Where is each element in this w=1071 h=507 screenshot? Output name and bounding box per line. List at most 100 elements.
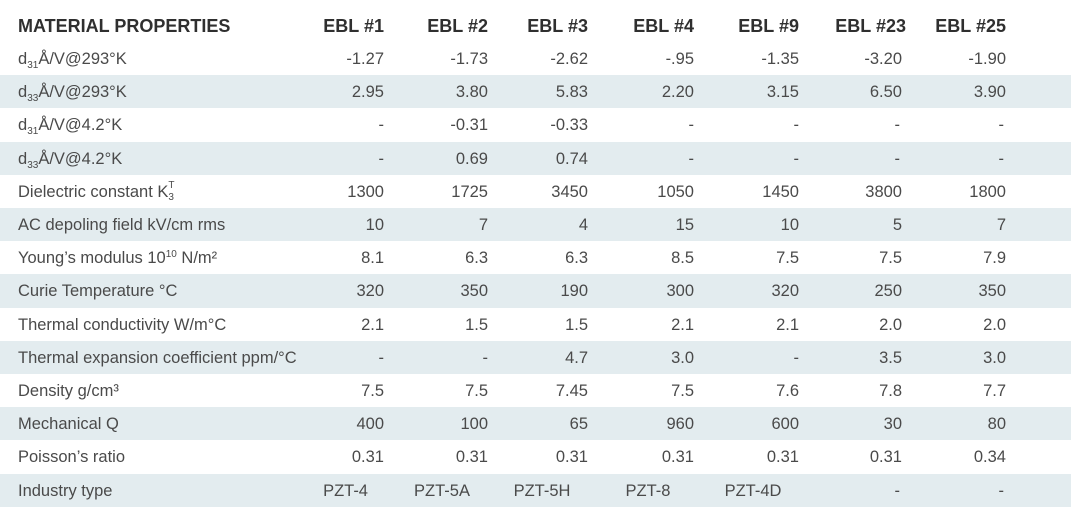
col-header-ebl23: EBL #23: [835, 16, 906, 36]
row-label-sup: 10: [165, 249, 177, 261]
table-row: Curie Temperature °C 320 350 190 300 320 250 35…: [0, 274, 1071, 308]
table-cell: 0.31: [766, 448, 799, 467]
table-cell: 7.9: [983, 249, 1006, 268]
row-label: d33Å/V@293°K: [18, 84, 127, 105]
row-label: Industry type: [18, 482, 112, 500]
table-cell: 2.1: [671, 315, 694, 334]
table-cell: 350: [978, 282, 1006, 301]
table-cell: -: [793, 116, 800, 135]
row-label: Mechanical Q: [18, 416, 119, 433]
col-header-ebl25: EBL #25: [935, 16, 1006, 36]
table-cell: 7.5: [879, 249, 902, 268]
table-cell: -.95: [665, 50, 694, 68]
table-cell: 7: [996, 216, 1006, 234]
row-label-main: AC depoling field kV/cm rms: [18, 216, 226, 234]
table-cell: 7.5: [361, 382, 384, 400]
row-label-sub: 33: [27, 159, 39, 171]
table-cell: 320: [356, 282, 384, 301]
table-cell: 1300: [347, 182, 384, 201]
table-cell: 1.5: [565, 315, 588, 334]
row-label-main: Dielectric constant K: [18, 182, 169, 201]
table-cell: 7.5: [465, 382, 488, 400]
table-cell: 15: [675, 216, 694, 234]
table-cell: 6.3: [465, 249, 488, 268]
table-row: Young’s modulus 1010 N/m² 8.1 6.3 6.3 8.5 7.5…: [0, 241, 1071, 274]
table-cell: PZT-5H: [513, 481, 571, 500]
table-cell: -1.27: [346, 50, 384, 68]
row-label: Thermal conductivity W/m°C: [18, 315, 227, 334]
row-label-main: d: [18, 116, 28, 135]
row-label-sup: T: [168, 179, 175, 191]
row-label-main: Poisson’s ratio: [18, 448, 126, 467]
table-cell: -3.20: [864, 50, 902, 68]
table-cell: PZT-8: [625, 481, 671, 500]
table-cell: -: [894, 481, 901, 500]
row-label: Young’s modulus 1010 N/m²: [18, 250, 217, 267]
table-cell: 2.20: [661, 83, 694, 102]
table-cell: 10: [365, 216, 384, 234]
row-label-sub: 33: [27, 93, 39, 105]
row-label: d33Å/V@4.2°K: [18, 149, 122, 171]
header-row: MATERIAL PROPERTIES EBL #1 EBL #2 EBL #3…: [0, 4, 1071, 48]
table-cell: 8.5: [671, 249, 694, 268]
row-label-main: d: [18, 149, 28, 168]
row-label-sub: 3: [168, 191, 174, 203]
row-label: AC depoling field kV/cm rms: [18, 217, 225, 234]
table-row: d31Å/V@293°K -1.27 -1.73 -2.62 -.95 -1.35 -3.2…: [0, 42, 1071, 75]
table-cell: 1050: [657, 182, 694, 201]
table-cell: 0.69: [455, 149, 488, 168]
table-cell: -: [894, 116, 901, 135]
row-label-rest: N/m²: [176, 249, 218, 268]
row-label-main: Thermal expansion coefficient ppm/°C: [18, 348, 297, 367]
table-row: Density g/cm³ 7.5 7.5 7.45 7.5 7.6 7.8 7.7: [0, 374, 1071, 407]
table-cell: -0.33: [550, 116, 588, 135]
table-cell: 2.0: [983, 315, 1006, 334]
table-cell: PZT-4D: [724, 481, 782, 500]
table-cell: -: [998, 149, 1005, 168]
table-cell: 30: [883, 415, 902, 434]
table-cell: 2.1: [361, 315, 384, 334]
table-cell: -2.62: [550, 50, 588, 68]
table-cell: 1450: [762, 182, 799, 201]
row-label-rest: Å/V@293°K: [38, 50, 127, 68]
table-row: Thermal expansion coefficient ppm/°C - - 4.…: [0, 340, 1071, 374]
table-row: Industry type PZT-4 PZT-5A PZT-5H PZT-8 PZT-4…: [0, 473, 1071, 507]
table-cell: 7.7: [983, 382, 1006, 400]
table-cell: 1800: [969, 182, 1006, 201]
table-cell: 190: [560, 282, 588, 301]
row-label-main: Thermal conductivity W/m°C: [18, 315, 227, 334]
table-cell: 0.74: [555, 149, 588, 168]
row-label-main: Density g/cm³: [18, 382, 119, 400]
table-cell: -: [378, 149, 385, 168]
table-cell: 0.31: [661, 448, 694, 467]
table-cell: 10: [780, 216, 799, 234]
row-label: d31Å/V@4.2°K: [18, 116, 123, 137]
row-label-rest: Å/V@4.2°K: [38, 116, 123, 135]
table-cell: 65: [569, 415, 588, 434]
table-cell: 5.83: [555, 83, 588, 102]
table-cell: -1.35: [761, 50, 799, 68]
table-cell: 6.50: [869, 83, 902, 102]
table-cell: 3450: [551, 182, 588, 201]
row-label: Curie Temperature °C: [18, 283, 177, 300]
table-cell: -0.31: [450, 116, 488, 135]
row-label-main: Curie Temperature °C: [18, 282, 178, 301]
table-row: Thermal conductivity W/m°C 2.1 1.5 1.5 2.1 2.…: [0, 308, 1071, 341]
row-label: d31Å/V@293°K: [18, 50, 127, 71]
table-cell: PZT-4: [323, 481, 368, 500]
table-row: Dielectric constant K T 3 1300 1725 3450 1050 1…: [0, 175, 1071, 208]
table-cell: 8.1: [361, 249, 384, 268]
table-cell: 3.80: [455, 83, 488, 102]
col-header-ebl3: EBL #3: [527, 16, 588, 36]
table-cell: 0.31: [869, 448, 902, 467]
row-label: Thermal expansion coefficient ppm/°C: [18, 350, 297, 367]
table-cell: 0.34: [973, 448, 1006, 467]
table-cell: -: [378, 116, 385, 135]
table-cell: 7.45: [555, 382, 588, 400]
table-cell: 5: [892, 216, 902, 234]
table-row: d33Å/V@4.2°K - 0.69 0.74 - - - -: [0, 141, 1071, 175]
table-cell: 960: [666, 415, 694, 434]
table-cell: 3.90: [973, 83, 1006, 102]
table-cell: 1725: [451, 182, 488, 201]
